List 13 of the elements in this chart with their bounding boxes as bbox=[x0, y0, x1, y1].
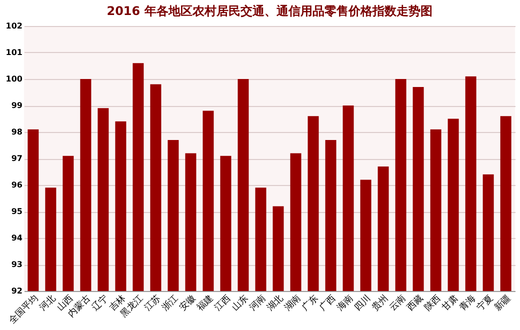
y-tick-label: 93 bbox=[11, 260, 22, 269]
y-tick-label: 102 bbox=[6, 22, 22, 30]
x-tick-label: 辽宁 bbox=[90, 292, 110, 314]
y-tick-label: 98 bbox=[11, 128, 23, 136]
y-tick-label: 101 bbox=[6, 48, 23, 57]
y-tick-label: 97 bbox=[11, 154, 22, 163]
y-tick-label: 94 bbox=[11, 234, 23, 242]
y-tick-label: 100 bbox=[6, 74, 23, 84]
y-tick-label: 96 bbox=[11, 180, 23, 190]
y-tick-label: 92 bbox=[11, 286, 22, 296]
chart-title: 2016 年各地区农村居民交通、通信用品零售价格指数走势图 bbox=[106, 4, 432, 18]
y-tick-label: 95 bbox=[11, 207, 23, 216]
y-tick-label: 99 bbox=[11, 101, 23, 110]
